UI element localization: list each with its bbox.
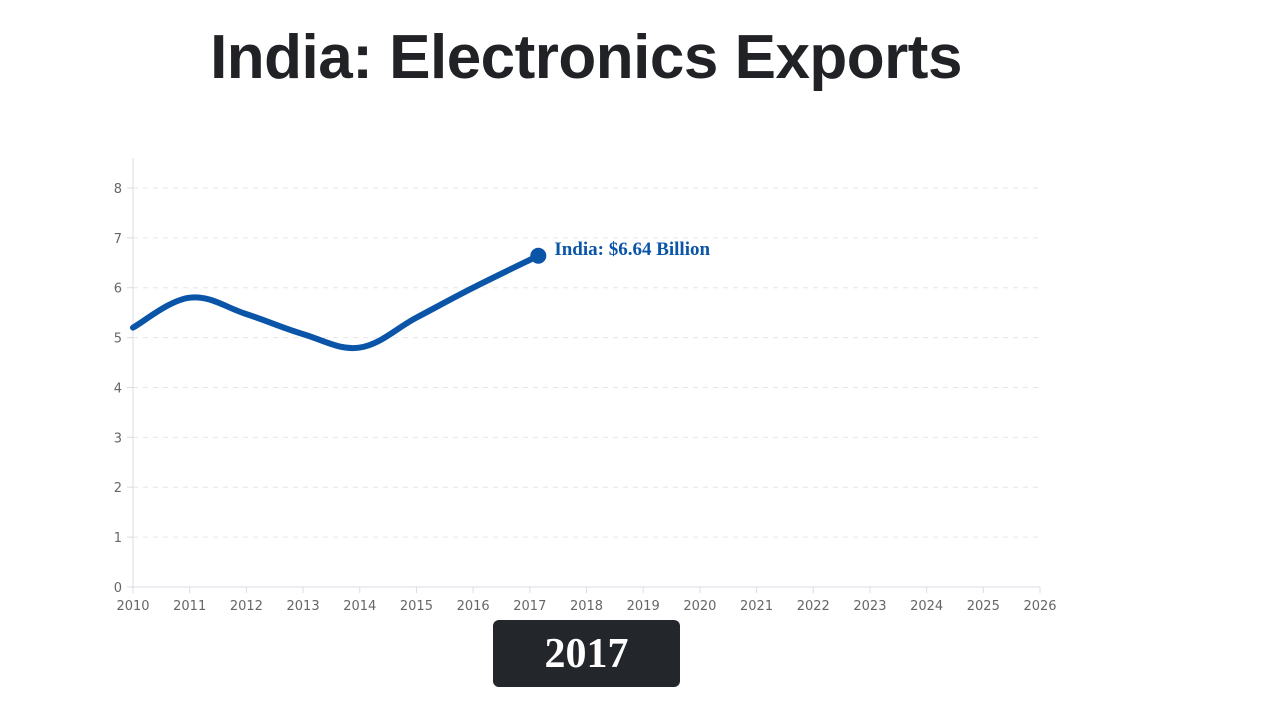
x-tick-label: 2018	[570, 599, 603, 614]
y-tick-label: 5	[114, 332, 122, 347]
y-tick-label: 3	[114, 431, 122, 446]
grid-lines	[133, 187, 1040, 538]
y-tick-label: 2	[114, 481, 122, 496]
x-tick-label: 2025	[967, 599, 1000, 614]
x-tick-label: 2022	[797, 599, 830, 614]
x-axis-ticks: 2010 2011 2012 2013 2014 2015 2016 2017 2018 2019…	[116, 587, 1057, 614]
x-tick-label: 2015	[400, 599, 433, 614]
x-tick-label: 2026	[1023, 599, 1056, 614]
y-tick-label: 8	[114, 182, 122, 197]
y-tick-label: 4	[114, 381, 122, 396]
current-year-badge: 2017	[493, 620, 680, 687]
x-tick-label: 2023	[853, 599, 886, 614]
y-tick-label: 6	[114, 282, 122, 297]
x-tick-label: 2013	[287, 599, 320, 614]
x-tick-label: 2020	[683, 599, 716, 614]
series-india: India: $6.64 Billion	[130, 239, 710, 352]
chart-title: India: Electronics Exports	[210, 23, 962, 92]
x-tick-label: 2012	[230, 599, 263, 614]
series-end-point	[530, 247, 547, 264]
series-end-label: India: $6.64 Billion	[554, 239, 710, 260]
series-line-india	[130, 252, 542, 352]
y-tick-label: 1	[114, 531, 122, 546]
y-tick-label: 0	[114, 581, 122, 596]
x-tick-label: 2021	[740, 599, 773, 614]
x-tick-label: 2016	[457, 599, 490, 614]
y-tick-label: 7	[114, 232, 122, 247]
x-tick-label: 2010	[116, 599, 149, 614]
x-tick-label: 2024	[910, 599, 943, 614]
x-tick-label: 2011	[173, 599, 206, 614]
x-tick-label: 2014	[343, 599, 376, 614]
y-axis-ticks: 0 1 2 3 4 5 6 7 8	[114, 182, 133, 596]
x-tick-label: 2019	[627, 599, 660, 614]
x-tick-label: 2017	[513, 599, 546, 614]
